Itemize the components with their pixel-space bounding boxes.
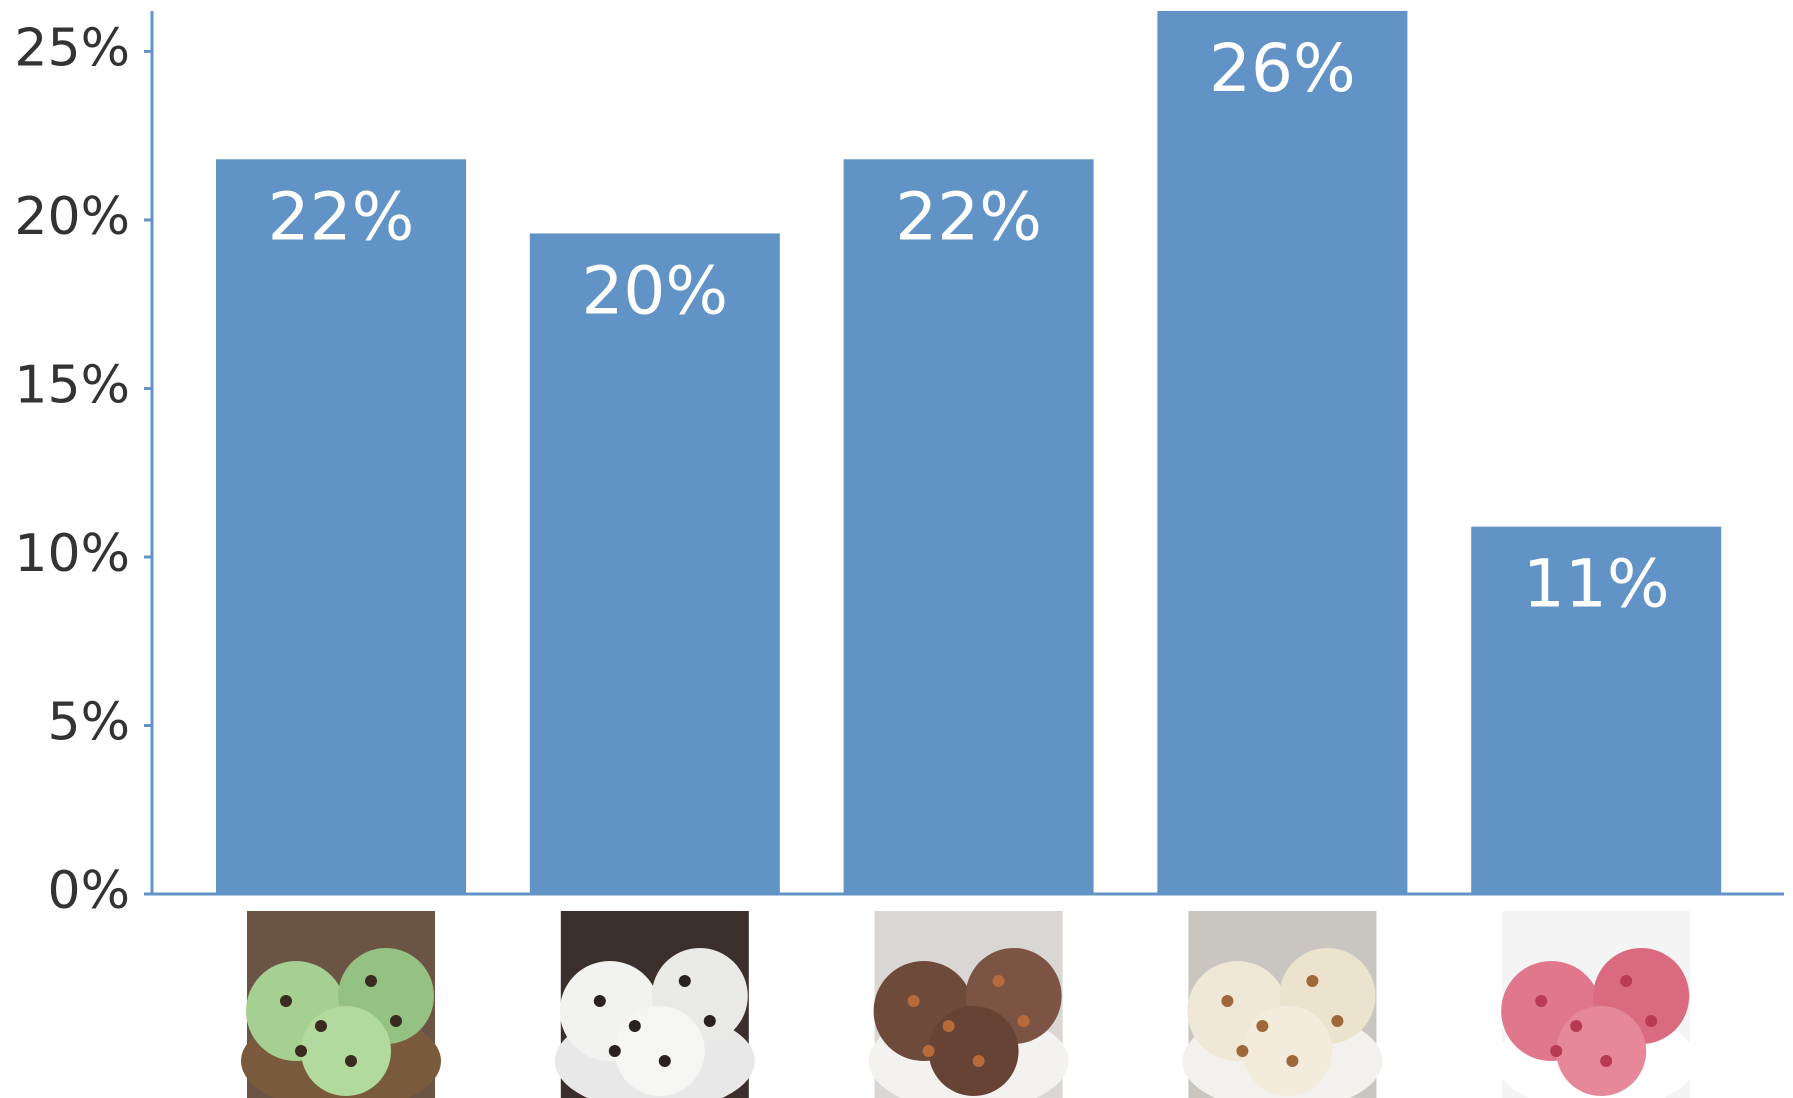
y-tick-label: 5% [48,692,131,752]
chip [992,975,1005,987]
chip [1550,1045,1563,1057]
scoop [928,1006,1019,1096]
scoop [301,1006,391,1096]
flavor-image [554,911,755,1098]
scoop [1242,1006,1333,1096]
value-label: 20% [581,252,728,329]
y-tick-label: 0% [48,861,131,921]
chip [678,975,691,987]
chip [1017,1015,1030,1027]
flavor-image [241,911,441,1098]
bar [843,159,1094,895]
chip [345,1055,357,1067]
chip [1286,1055,1299,1067]
chip [1221,995,1234,1007]
y-tick-label: 25% [14,18,130,78]
chip [972,1055,985,1067]
chip [608,1045,621,1057]
scoop [1556,1006,1647,1096]
bar [1471,526,1722,894]
flavor-image [868,911,1069,1098]
value-label: 26% [1209,30,1356,107]
flavor-image [1496,911,1697,1098]
chip [628,1020,641,1032]
value-label: 22% [895,178,1042,255]
chip [942,1020,955,1032]
chip [1306,975,1319,987]
scoop [614,1006,705,1096]
chip [1645,1015,1658,1027]
chip [1236,1045,1249,1057]
flavor-image [1182,911,1383,1098]
bar [529,233,780,894]
chip [295,1045,307,1057]
y-tick-label: 20% [14,187,130,247]
chip [593,995,606,1007]
chip [1256,1020,1269,1032]
bar [1157,11,1408,894]
value-label: 22% [268,178,415,255]
chip [1331,1015,1344,1027]
chip [703,1015,716,1027]
chip [1570,1020,1583,1032]
chip [315,1020,327,1032]
chip [658,1055,671,1067]
y-tick-label: 10% [14,524,130,584]
y-tick-label: 15% [14,355,130,415]
chip [907,995,920,1007]
bar [216,159,466,895]
chip [365,975,377,987]
chip [922,1045,935,1057]
chip [1620,975,1633,987]
chip [1535,995,1548,1007]
value-label: 11% [1523,546,1670,623]
chip [1600,1055,1613,1067]
chip [390,1015,402,1027]
chip [280,995,292,1007]
